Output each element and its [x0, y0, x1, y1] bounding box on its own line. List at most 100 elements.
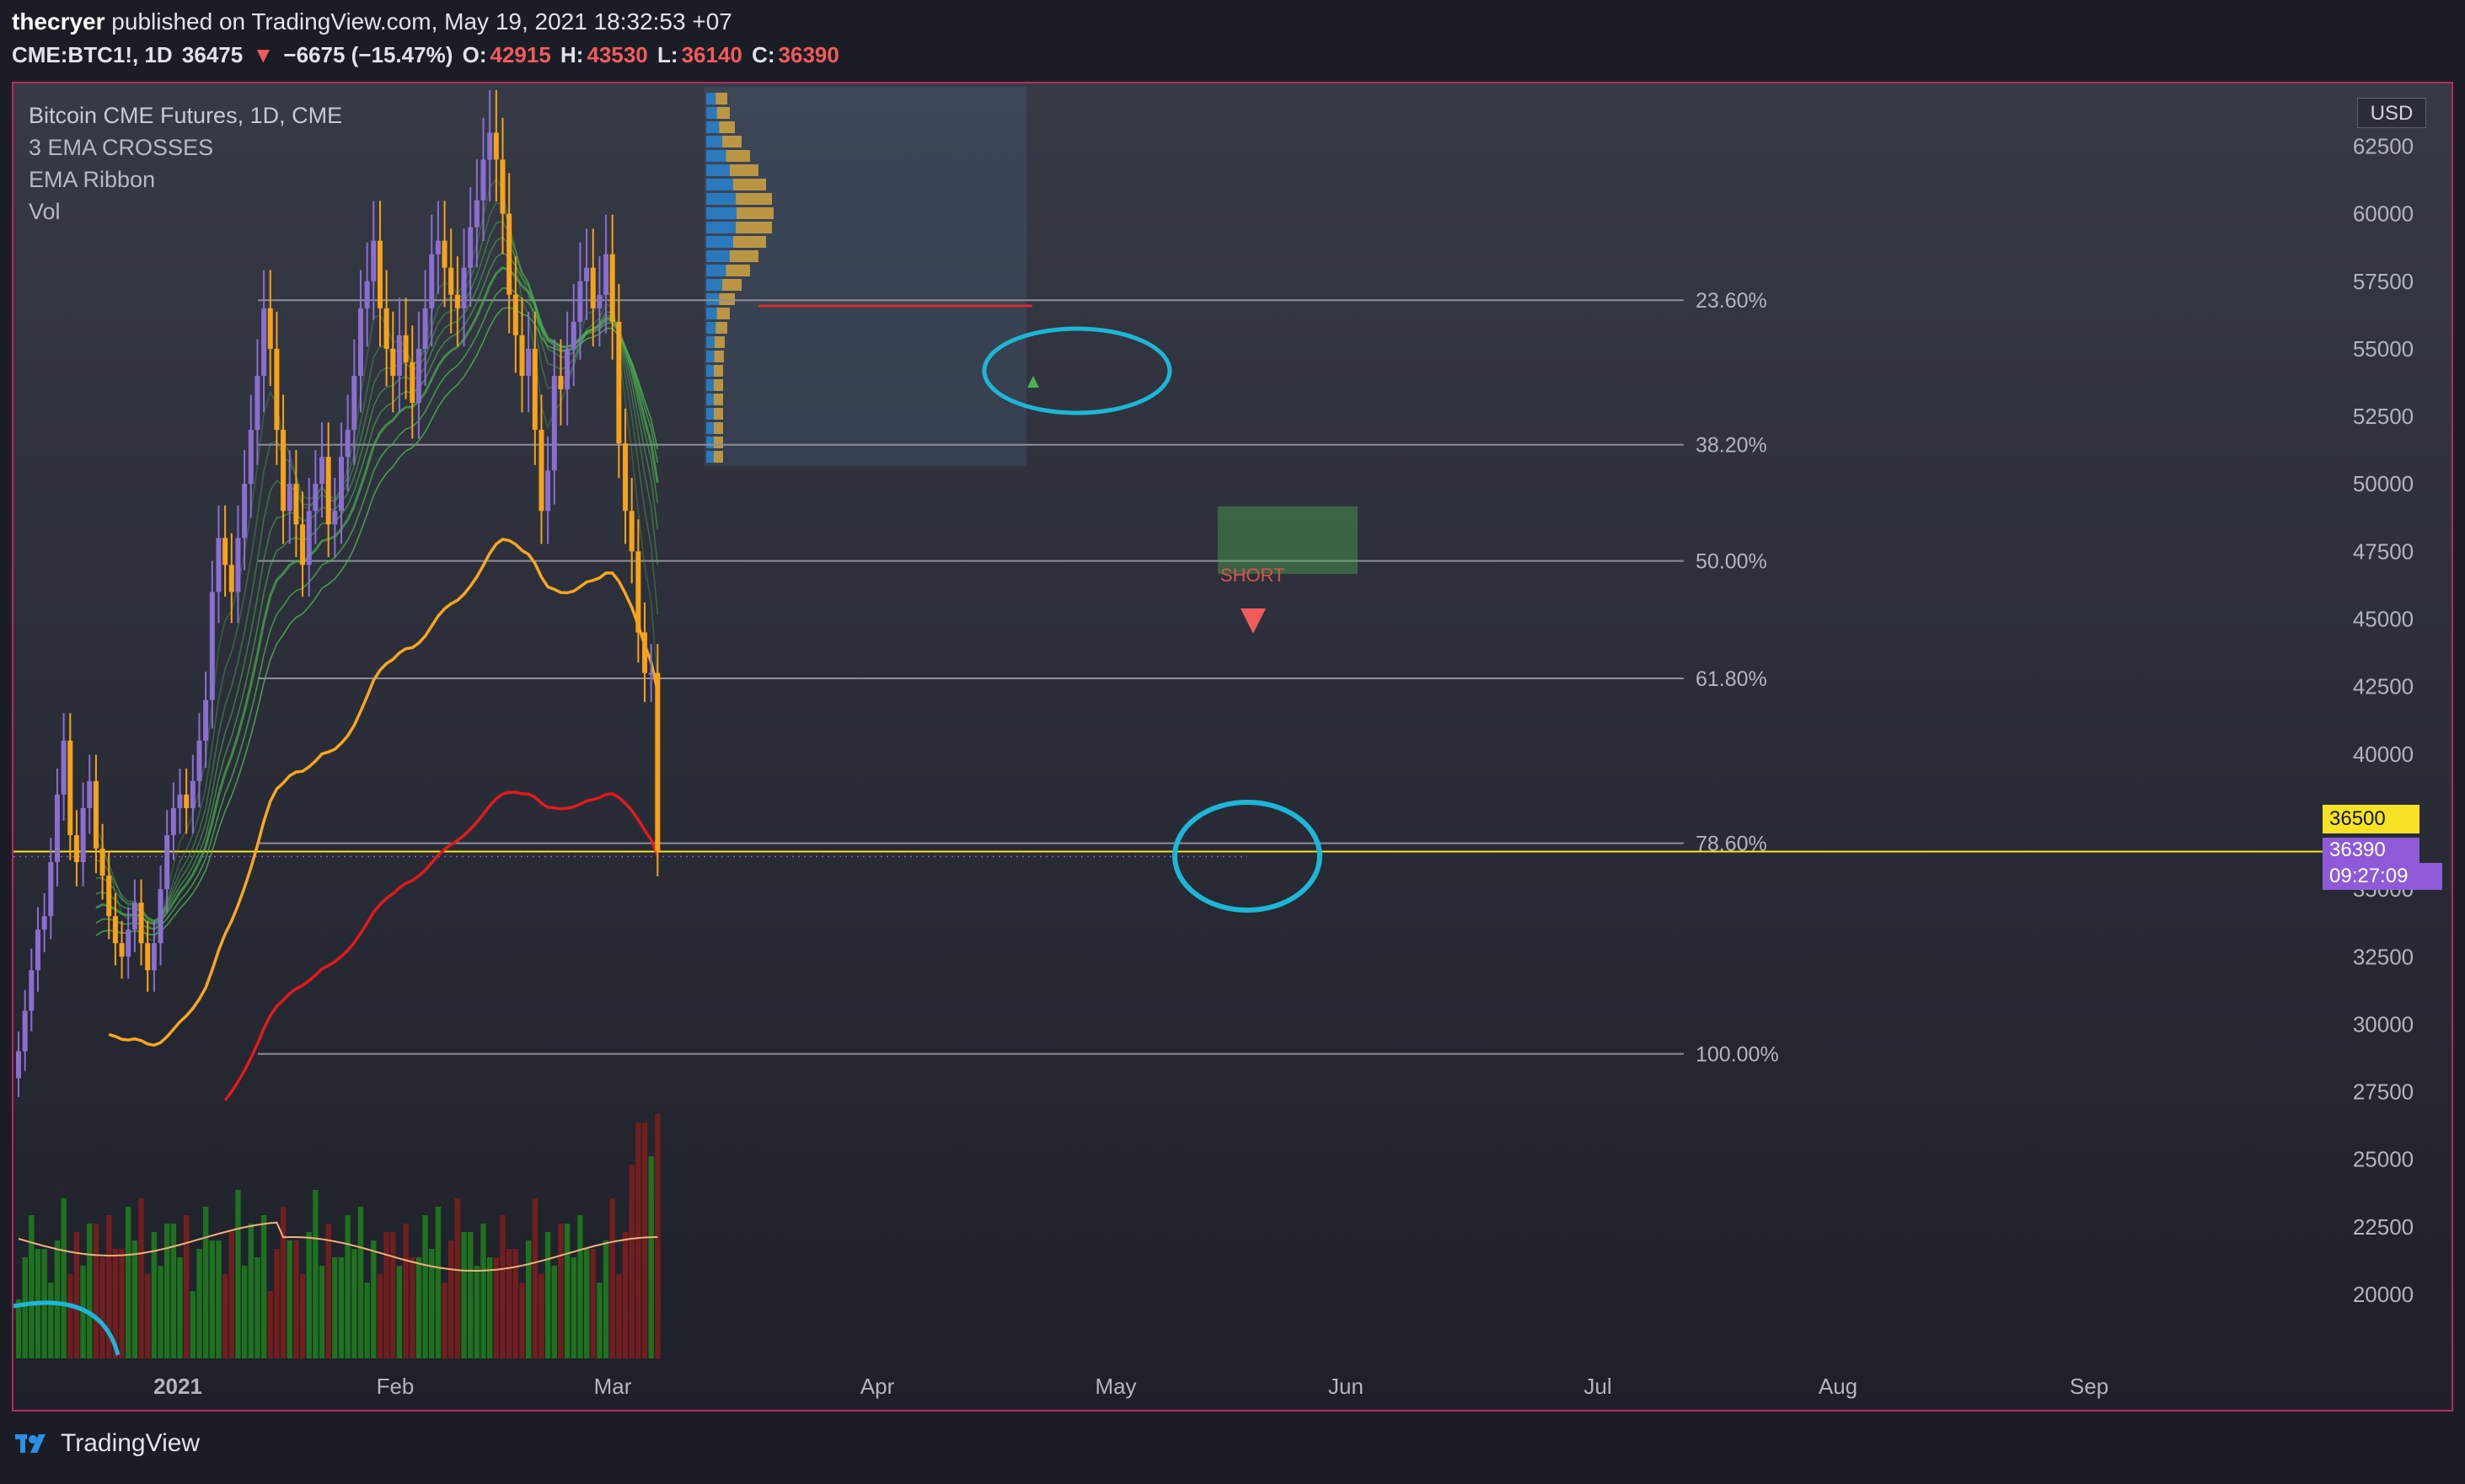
- volume-bar: [486, 1257, 493, 1358]
- candle-body: [16, 1051, 21, 1079]
- x-tick-label: Sep: [2070, 1374, 2109, 1399]
- volume-bar: [99, 1257, 105, 1358]
- volume-bar: [571, 1257, 576, 1358]
- volume-bar: [15, 1299, 22, 1358]
- candle-body: [177, 794, 183, 808]
- volume-bar: [648, 1156, 654, 1358]
- candle-body: [371, 240, 377, 281]
- volume-bar: [629, 1165, 635, 1358]
- volume-bar: [493, 1257, 500, 1358]
- volume-bar: [29, 1215, 35, 1358]
- volume-bar: [332, 1257, 338, 1358]
- volume-bar: [138, 1198, 144, 1358]
- candle-body: [325, 457, 331, 525]
- volume-bar: [202, 1207, 209, 1358]
- volume-profile-bar-down: [729, 250, 758, 262]
- volume-bar: [228, 1232, 234, 1358]
- volume-bar: [371, 1240, 377, 1358]
- candle-body: [429, 254, 435, 308]
- ema-ribbon-line: [95, 236, 659, 922]
- volume-bar: [461, 1232, 467, 1358]
- candle-body: [493, 132, 499, 160]
- legend-ema-ribbon[interactable]: EMA Ribbon: [29, 167, 156, 192]
- volume-profile-bar-down: [716, 107, 730, 119]
- ema-ribbon-line: [95, 287, 659, 930]
- volume-bar: [403, 1224, 409, 1358]
- volume-bar: [655, 1114, 661, 1358]
- tradingview-brand[interactable]: TradingView: [15, 1429, 200, 1458]
- legend-volume[interactable]: Vol: [29, 199, 61, 224]
- candle-body: [170, 807, 176, 835]
- last-price-tag: 36390: [2323, 838, 2419, 863]
- volume-bar: [209, 1240, 215, 1358]
- y-tick-label: 27500: [2353, 1080, 2414, 1105]
- volume-profile-bar-down: [714, 379, 723, 391]
- x-tick-label: Mar: [594, 1374, 632, 1399]
- volume-bar: [235, 1190, 241, 1358]
- buy-signal-arrow: [1027, 376, 1039, 388]
- volume-bar: [241, 1266, 248, 1358]
- volume-bar: [280, 1207, 287, 1358]
- volume-profile-bar-up: [706, 193, 737, 205]
- candle-body: [648, 672, 654, 675]
- short-signal-label: SHORT: [1220, 565, 1285, 586]
- volume-profile-bar-up: [706, 93, 716, 104]
- candle-body: [332, 511, 338, 525]
- candle-body: [616, 321, 622, 444]
- low-label: L:: [657, 42, 678, 67]
- x-tick-label: Jul: [1583, 1374, 1611, 1399]
- volume-bar: [390, 1232, 396, 1358]
- candle-body: [319, 457, 325, 485]
- volume-bar: [151, 1232, 158, 1358]
- legend-title[interactable]: Bitcoin CME Futures, 1D, CME: [29, 103, 343, 128]
- candle-body: [526, 348, 532, 376]
- candle-body: [106, 876, 112, 917]
- volume-bar: [525, 1240, 532, 1358]
- volume-bar: [500, 1215, 506, 1358]
- y-tick-label: 47500: [2353, 538, 2414, 564]
- price-change: −6675 (−15.47%): [283, 42, 453, 67]
- candle-body: [545, 470, 551, 512]
- volume-bar: [248, 1224, 254, 1358]
- volume-profile-bar-down: [719, 121, 735, 133]
- candle-body: [383, 308, 389, 349]
- volume-profile-bar-down: [714, 422, 723, 434]
- candle-body: [35, 930, 40, 971]
- price-chart[interactable]: 23.60%38.20%50.00%61.80%78.60%100.00% SH…: [0, 0, 2465, 1416]
- candle-body: [623, 443, 629, 512]
- currency-label[interactable]: USD: [2357, 98, 2426, 128]
- y-tick-label: 22500: [2353, 1214, 2414, 1240]
- candle-body: [357, 308, 363, 376]
- ohlc-line: CME:BTC1!, 1D 36475 ▼ −6675 (−15.47%) O:…: [12, 42, 843, 68]
- volume-bar: [635, 1122, 641, 1358]
- candle-body: [131, 903, 137, 930]
- legend-ema-crosses[interactable]: 3 EMA CROSSES: [29, 135, 214, 160]
- volume-profile-bar-down: [714, 408, 723, 420]
- volume-profile-bar-down: [714, 451, 723, 463]
- volume-profile-bar-down: [732, 236, 766, 248]
- volume-bar: [532, 1198, 538, 1358]
- candle-body: [474, 200, 480, 228]
- volume-bar: [512, 1249, 519, 1358]
- author-name[interactable]: thecryer: [12, 8, 105, 35]
- volume-profile-bar-up: [706, 236, 733, 248]
- candle-body: [345, 430, 351, 458]
- volume-bar: [190, 1291, 196, 1358]
- candle-body: [415, 348, 421, 404]
- volume-bar: [558, 1224, 564, 1358]
- volume-profile-bar-down: [732, 179, 766, 190]
- volume-profile-bar-up: [706, 265, 726, 276]
- candle-body: [151, 943, 157, 971]
- ema-ribbon-line: [95, 251, 659, 923]
- volume-bar: [351, 1249, 357, 1358]
- volume-bar: [158, 1266, 163, 1358]
- publisher-line: thecryer published on TradingView.com, M…: [12, 8, 732, 35]
- volume-profile-bar-up: [706, 365, 714, 377]
- volume-bar: [61, 1198, 67, 1358]
- volume-bar: [422, 1215, 428, 1358]
- candle-body: [512, 294, 518, 335]
- y-tick-label: 30000: [2353, 1011, 2414, 1037]
- bar-countdown: 09:27:09: [2323, 863, 2442, 890]
- candle-body: [209, 592, 215, 700]
- fib-label: 23.60%: [1696, 289, 1767, 313]
